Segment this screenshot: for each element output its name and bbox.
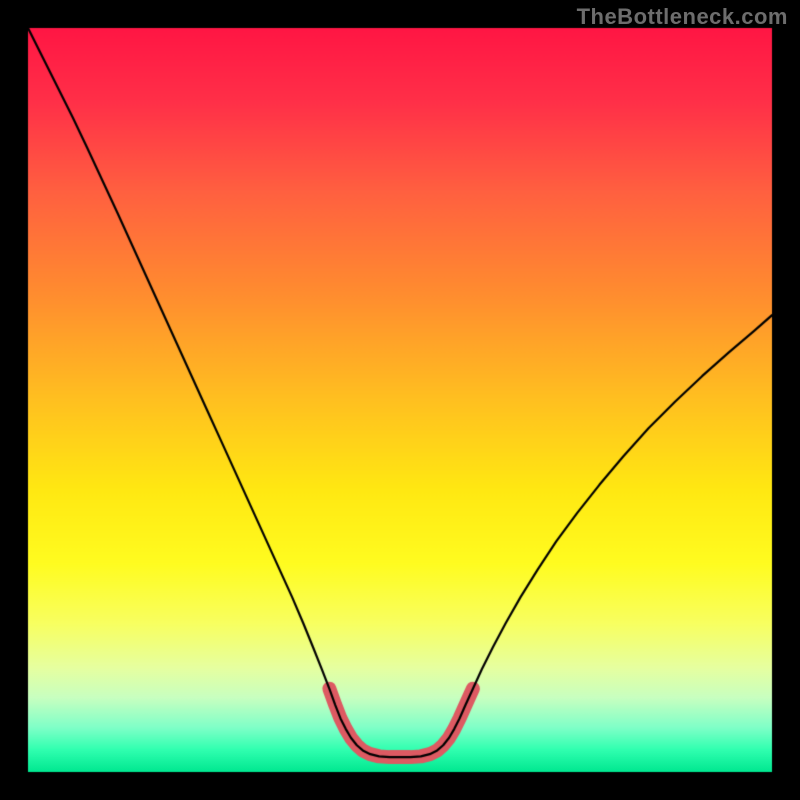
bottleneck-chart-canvas: [0, 0, 800, 800]
chart-container: TheBottleneck.com: [0, 0, 800, 800]
watermark-text: TheBottleneck.com: [577, 4, 788, 30]
